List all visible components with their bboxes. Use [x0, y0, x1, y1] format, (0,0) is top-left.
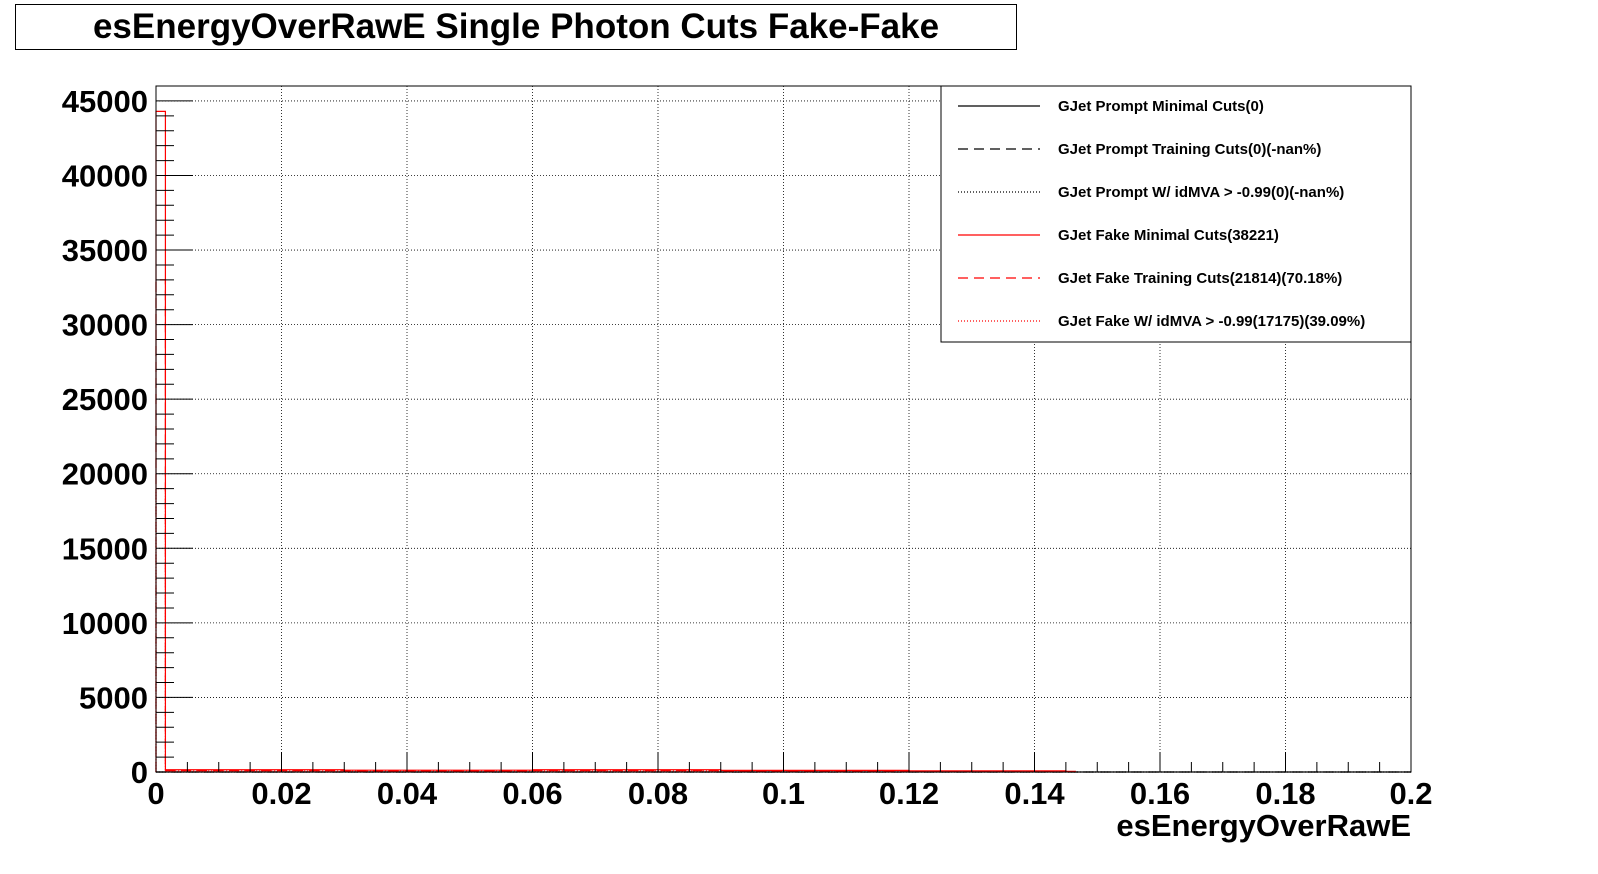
series-line-4 — [155, 279, 1076, 773]
series-line-5 — [155, 488, 1076, 773]
y-tick-label: 45000 — [62, 84, 148, 119]
y-tick-label: 40000 — [62, 158, 148, 193]
legend-label-0: GJet Prompt Minimal Cuts(0) — [1058, 98, 1264, 115]
y-tick-label: 10000 — [62, 606, 148, 641]
x-tick-label: 0.12 — [879, 776, 939, 811]
y-tick-label: 30000 — [62, 308, 148, 343]
legend-box — [940, 85, 1412, 343]
y-tick-label: 5000 — [79, 680, 148, 715]
y-tick-label: 15000 — [62, 531, 148, 566]
legend-label-4: GJet Fake Training Cuts(21814)(70.18%) — [1058, 270, 1342, 287]
x-tick-label: 0.16 — [1130, 776, 1190, 811]
chart-title-box: esEnergyOverRawE Single Photon Cuts Fake… — [15, 4, 1017, 50]
x-tick-label: 0.2 — [1389, 776, 1432, 811]
x-axis-label: esEnergyOverRawE — [1116, 808, 1411, 843]
legend-label-1: GJet Prompt Training Cuts(0)(-nan%) — [1058, 141, 1321, 158]
axis-ticks — [155, 85, 1412, 773]
legend-label-5: GJet Fake W/ idMVA > -0.99(17175)(39.09%… — [1058, 313, 1365, 330]
x-tick-label: 0.14 — [1004, 776, 1065, 811]
legend: GJet Prompt Minimal Cuts(0) GJet Prompt T… — [940, 85, 1412, 343]
x-tick-label: 0.08 — [628, 776, 688, 811]
legend-label-3: GJet Fake Minimal Cuts(38221) — [1058, 227, 1279, 244]
x-tick-label: 0.06 — [502, 776, 562, 811]
x-tick-label: 0.18 — [1255, 776, 1315, 811]
x-tick-label: 0 — [147, 776, 164, 811]
legend-label-2: GJet Prompt W/ idMVA > -0.99(0)(-nan%) — [1058, 184, 1344, 201]
x-tick-label: 0.04 — [377, 776, 438, 811]
series-line-3 — [155, 110, 1076, 773]
y-tick-label: 0 — [131, 755, 148, 790]
chart-title: esEnergyOverRawE Single Photon Cuts Fake… — [92, 7, 940, 46]
y-tick-label: 35000 — [62, 233, 148, 268]
y-tick-label: 20000 — [62, 457, 148, 492]
x-tick-label: 0.02 — [251, 776, 311, 811]
axis-tick-labels: 0 0.02 0.04 0.06 0.08 0.1 0.12 0.14 0.16 0.18 0.2 0… — [62, 84, 1433, 811]
y-tick-label: 25000 — [62, 382, 148, 417]
x-tick-label: 0.1 — [762, 776, 805, 811]
